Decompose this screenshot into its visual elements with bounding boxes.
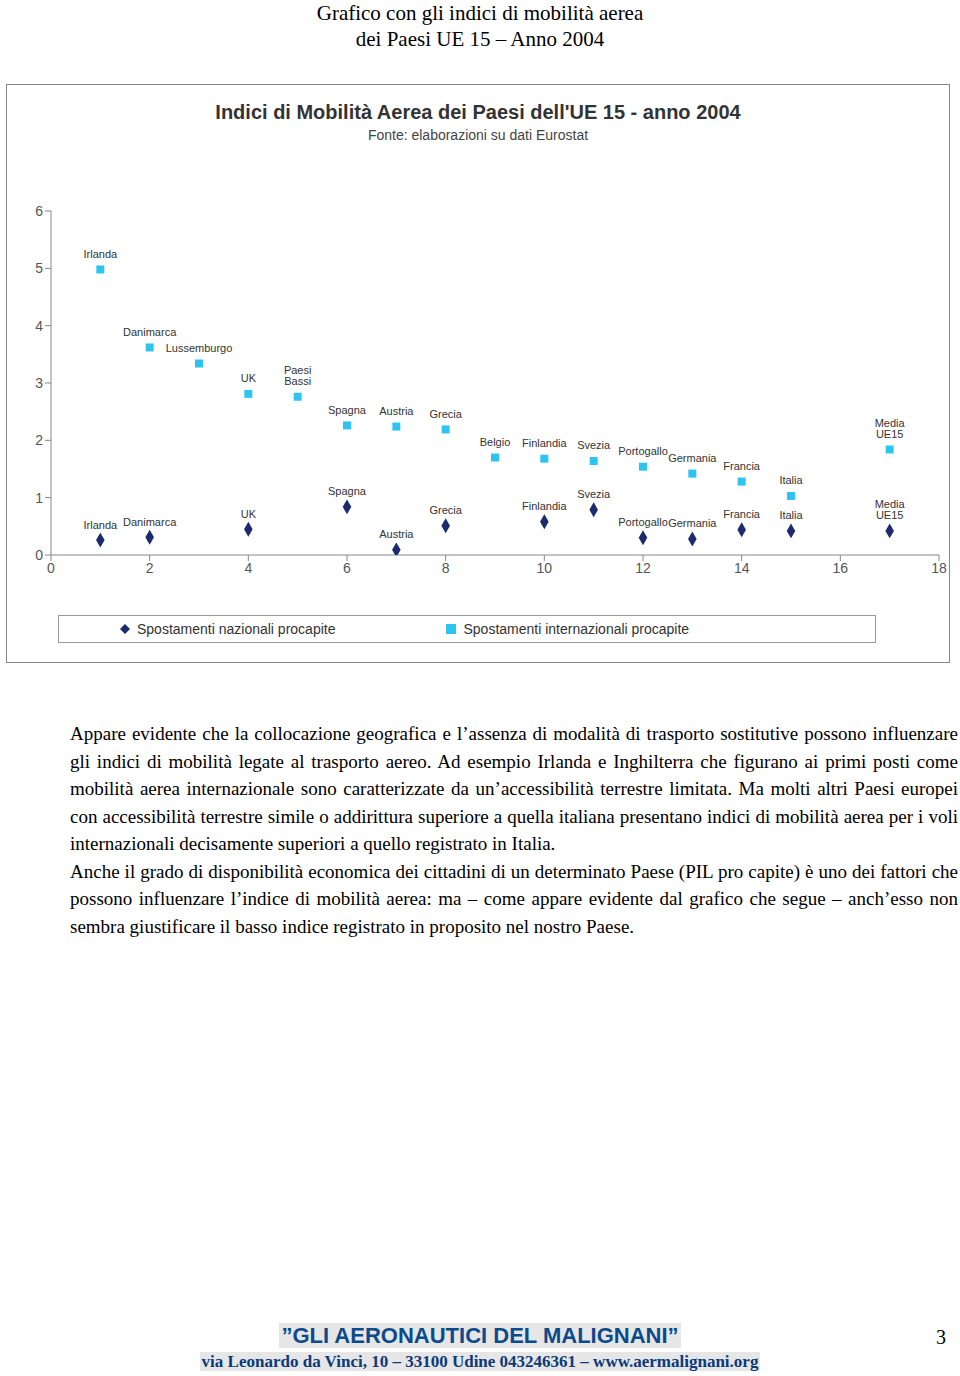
svg-text:Grecia: Grecia (429, 504, 462, 516)
svg-text:6: 6 (343, 560, 351, 576)
svg-text:16: 16 (833, 560, 849, 576)
svg-text:Svezia: Svezia (577, 488, 611, 500)
svg-text:4: 4 (244, 560, 252, 576)
svg-text:Belgio: Belgio (480, 436, 511, 448)
svg-text:Spagna: Spagna (328, 485, 367, 497)
html-text:Indici di Mobilità Aerea dei P: Indici di Mobilità Aerea dei Paesi dell'… (215, 101, 741, 123)
svg-text:Spagna: Spagna (328, 404, 367, 416)
svg-text:2: 2 (146, 560, 154, 576)
html-text:”GLI AERONAUTICI DEL MALIGNANI: ”GLI AERONAUTICI DEL MALIGNANI” (281, 1323, 679, 1348)
svg-text:Austria: Austria (379, 528, 414, 540)
html-text:Fonte: elaborazioni su dati Eu: Fonte: elaborazioni su dati Eurostat (367, 127, 589, 143)
svg-text:Portogallo: Portogallo (618, 445, 668, 457)
svg-text:2: 2 (35, 432, 43, 448)
svg-text:Germania: Germania (668, 452, 717, 464)
svg-text:Germania: Germania (668, 517, 717, 529)
svg-text:14: 14 (734, 560, 750, 576)
svg-text:Francia: Francia (723, 460, 761, 472)
svg-text:Svezia: Svezia (577, 439, 611, 451)
svg-text:Lussemburgo: Lussemburgo (166, 342, 233, 354)
svg-text:0: 0 (35, 547, 43, 563)
html-text:Grafico con gli indici di mobi: Grafico con gli indici di mobilità aerea (316, 1, 644, 25)
svg-text:Italia: Italia (779, 474, 803, 486)
svg-text:Finlandia: Finlandia (522, 500, 568, 512)
svg-text:Danimarca: Danimarca (123, 326, 177, 338)
html-text:Spostamenti internazionali pro: Spostamenti internazionali procapite (463, 621, 690, 637)
svg-text:PaesiBassi: PaesiBassi (284, 364, 312, 387)
svg-text:8: 8 (442, 560, 450, 576)
svg-text:10: 10 (537, 560, 553, 576)
svg-text:Danimarca: Danimarca (123, 516, 177, 528)
svg-text:6: 6 (35, 203, 43, 219)
svg-text:4: 4 (35, 318, 43, 334)
svg-text:Italia: Italia (779, 509, 803, 521)
svg-text:3: 3 (35, 375, 43, 391)
svg-text:Irlanda: Irlanda (84, 519, 119, 531)
svg-text:Grecia: Grecia (429, 408, 462, 420)
svg-text:0: 0 (47, 560, 55, 576)
html-text:Spostamenti nazionali procapit: Spostamenti nazionali procapite (137, 621, 336, 637)
svg-text:Francia: Francia (723, 508, 761, 520)
svg-text:MediaUE15: MediaUE15 (875, 498, 906, 521)
svg-text:5: 5 (35, 260, 43, 276)
svg-text:Austria: Austria (379, 405, 414, 417)
svg-text:UK: UK (241, 372, 257, 384)
svg-text:Finlandia: Finlandia (522, 437, 568, 449)
html-text:dei Paesi UE 15 – Anno 2004: dei Paesi UE 15 – Anno 2004 (355, 27, 605, 51)
svg-text:12: 12 (635, 560, 651, 576)
svg-text:18: 18 (931, 560, 947, 576)
svg-text:Portogallo: Portogallo (618, 516, 668, 528)
html-text:3: 3 (936, 1326, 946, 1348)
html-text:Appare evidente che la colloca: Appare evidente che la collocazione geog… (70, 723, 958, 854)
html-text:Anche il grado di disponibilit: Anche il grado di disponibilità economic… (70, 860, 958, 937)
svg-text:Irlanda: Irlanda (84, 248, 119, 260)
html-text:via Leonardo da Vinci, 10 – 33: via Leonardo da Vinci, 10 – 33100 Udine … (201, 1352, 759, 1371)
svg-text:1: 1 (35, 490, 43, 506)
svg-text:MediaUE15: MediaUE15 (875, 417, 906, 440)
svg-text:UK: UK (241, 508, 257, 520)
